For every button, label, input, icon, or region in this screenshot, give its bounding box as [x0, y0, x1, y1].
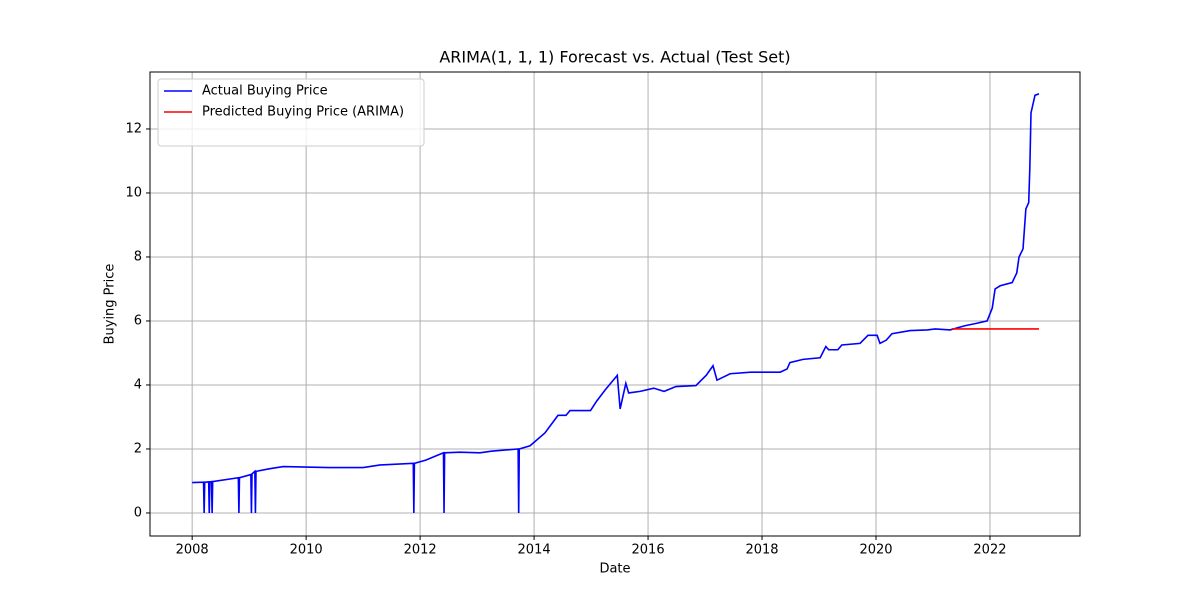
y-tick-label: 0 [134, 505, 142, 520]
grid [150, 72, 1080, 536]
y-tick-label: 8 [134, 249, 142, 264]
legend-label: Predicted Buying Price (ARIMA) [202, 105, 404, 120]
plot-area [192, 93, 1040, 513]
x-tick-label: 2008 [176, 543, 209, 558]
x-tick-label: 2010 [290, 543, 323, 558]
axes-frame [149, 71, 1081, 537]
x-tick-label: 2014 [518, 543, 551, 558]
y-tick-label: 12 [125, 121, 142, 136]
axes: 2008 2010 2012 2014 2016 2018 2020 2022 0 2 4 6 8 10 1… [125, 121, 1006, 557]
x-tick-label: 2022 [973, 543, 1006, 558]
y-tick-label: 2 [134, 441, 142, 456]
x-axis-label: Date [599, 562, 630, 577]
series-line [192, 93, 1040, 513]
legend-box [157, 78, 425, 147]
y-axis-label: Buying Price [103, 264, 118, 345]
y-tick-label: 10 [125, 185, 142, 200]
x-tick-label: 2016 [632, 543, 665, 558]
x-tick-label: 2020 [859, 543, 892, 558]
legend-label: Actual Buying Price [202, 84, 328, 99]
chart-title: ARIMA(1, 1, 1) Forecast vs. Actual (Test… [439, 48, 790, 67]
y-tick-label: 4 [134, 377, 142, 392]
x-tick-label: 2012 [404, 543, 437, 558]
legend: Actual Buying Price Predicted Buying Pric… [157, 78, 425, 147]
x-tick-label: 2018 [745, 543, 778, 558]
y-tick-label: 6 [134, 313, 142, 328]
